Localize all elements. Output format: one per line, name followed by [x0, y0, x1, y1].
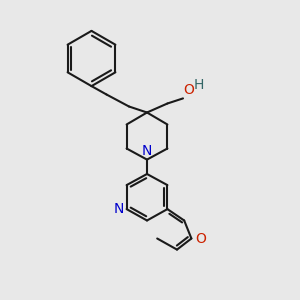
Text: O: O — [184, 83, 194, 98]
Text: H: H — [194, 78, 204, 92]
Text: N: N — [113, 202, 124, 216]
Text: N: N — [142, 144, 152, 158]
Text: O: O — [195, 232, 206, 246]
